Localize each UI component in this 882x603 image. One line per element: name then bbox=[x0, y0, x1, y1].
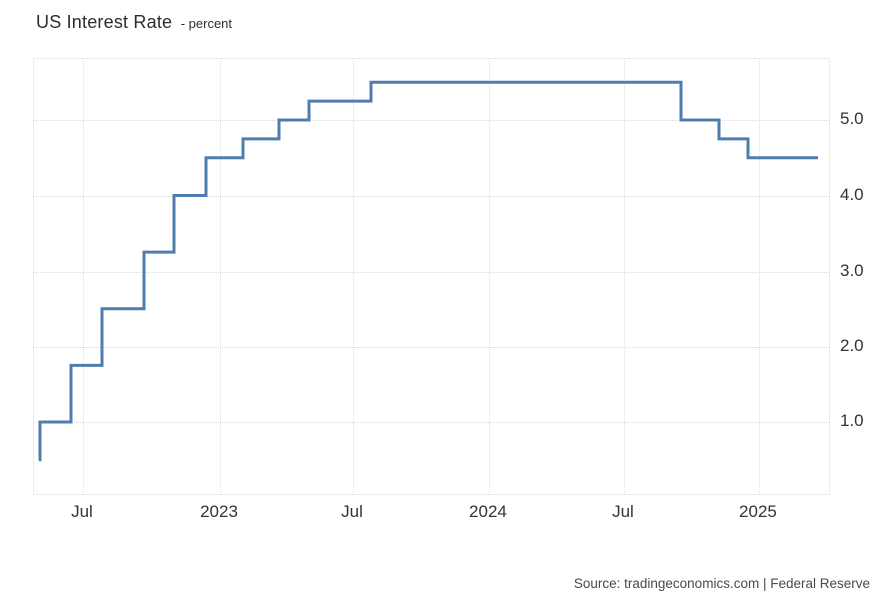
y-tick-label: 5.0 bbox=[840, 108, 864, 128]
y-tick-label: 3.0 bbox=[840, 260, 864, 280]
v-gridline bbox=[488, 59, 490, 494]
h-gridline bbox=[34, 119, 829, 121]
rate-line bbox=[38, 80, 818, 462]
chart-subtitle-text: - percent bbox=[180, 16, 233, 31]
source-attribution: Source: tradingeconomics.com | Federal R… bbox=[573, 576, 870, 591]
h-gridline bbox=[34, 422, 829, 423]
x-tick-label: Jul bbox=[341, 502, 363, 521]
y-tick-label: 1.0 bbox=[840, 411, 864, 430]
y-tick-label: 2.0 bbox=[840, 336, 864, 355]
v-gridline bbox=[758, 59, 760, 494]
x-tick-label: Jul bbox=[612, 502, 634, 521]
y-tick-label: 4.0 bbox=[840, 184, 864, 204]
h-gridline bbox=[34, 195, 829, 197]
plot-area[interactable] bbox=[33, 58, 830, 495]
chart-title-text: US Interest Rate bbox=[36, 12, 173, 32]
rate-step-line-chart bbox=[38, 80, 818, 462]
x-tick-label: Jul bbox=[71, 502, 93, 521]
x-tick-label: 2024 bbox=[469, 502, 507, 521]
h-gridline bbox=[34, 347, 829, 348]
x-tick-label: 2025 bbox=[739, 502, 777, 521]
v-gridline bbox=[82, 59, 84, 494]
x-tick-label: 2023 bbox=[200, 502, 238, 521]
v-gridline bbox=[353, 59, 355, 494]
chart-title: US Interest Rate - percent bbox=[36, 12, 232, 33]
h-gridline bbox=[34, 271, 829, 273]
v-gridline bbox=[220, 59, 222, 494]
v-gridline bbox=[623, 59, 625, 494]
